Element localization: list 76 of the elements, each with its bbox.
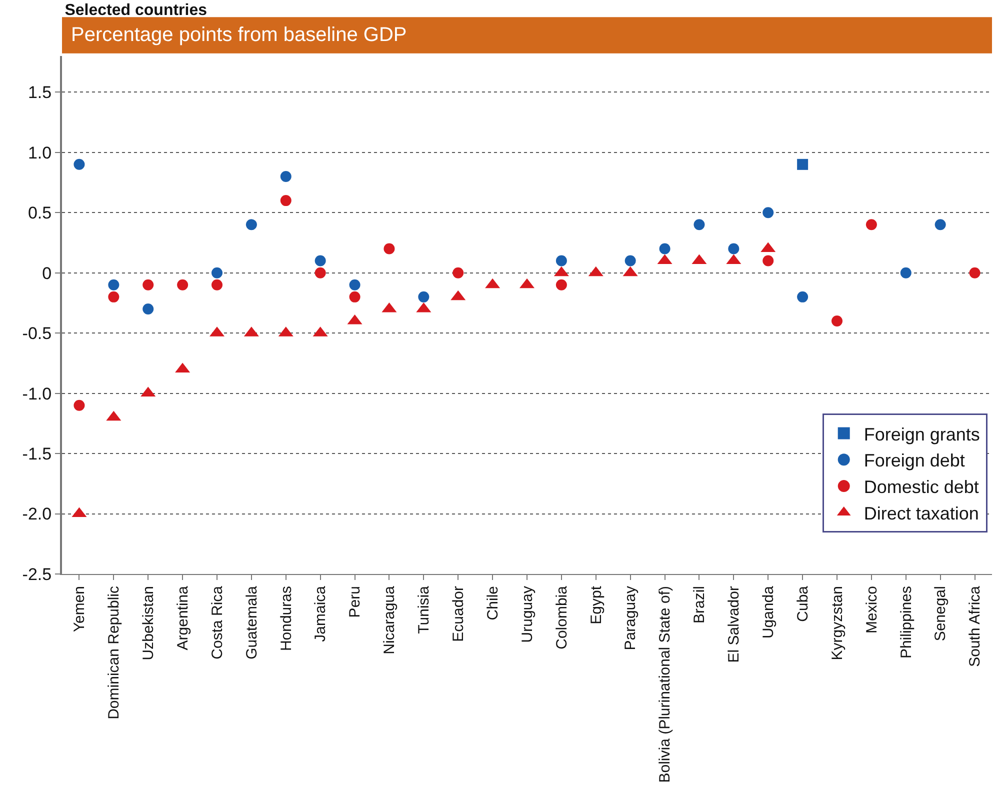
x-tick-label: Ecuador [450,586,467,642]
point [314,267,326,278]
point [556,255,567,266]
y-tick-label: 0.5 [28,204,52,223]
x-tick-label: El Salvador [726,586,743,663]
point [108,279,120,290]
y-tick-label: -2.0 [22,504,52,524]
x-tick-label: Costa Rica [208,585,226,660]
x-tick-label: Paraguay [622,586,640,650]
x-tick-label: Brazil [691,586,708,624]
x-tick-label: Peru [346,586,364,618]
point [212,279,222,290]
point [349,291,360,302]
point [659,243,670,254]
x-tick-label: Uzbekistan [140,586,157,660]
x-tick-label: Kyrgyzstan [828,586,846,660]
x-tick-label: Egypt [588,585,605,624]
x-tick-label: Philippines [898,586,915,659]
point [384,243,395,254]
point [280,170,292,182]
y-tick-label: -2.5 [22,564,52,584]
x-tick-label: Uruguay [518,586,536,643]
point [212,267,222,278]
x-tick-label: Guatemala [243,585,260,660]
point [797,291,808,302]
point [728,243,740,254]
y-tick-label: -1.0 [22,384,52,404]
y-tick-label: 0 [42,264,52,283]
y-tick-label: -1.5 [22,444,52,464]
x-tick-label: Dominican Republic [106,586,123,720]
point [74,158,85,170]
legend-label: Domestic debt [864,477,979,498]
point [762,255,774,266]
y-tick-label: -0.5 [22,324,52,344]
point [694,219,705,230]
point [142,279,154,290]
x-tick-label: Nicaragua [381,585,398,654]
point [934,219,946,230]
point [349,279,360,290]
x-tick-label: Colombia [553,585,570,650]
point [177,279,188,290]
point [866,219,877,230]
x-tick-label: Yemen [71,586,88,632]
point [832,316,842,327]
x-tick-label: Chile [484,586,502,620]
point [280,195,292,206]
point [74,400,85,411]
chart-title: Selected countries [64,2,208,20]
x-tick-label: Cuba [794,585,812,622]
point [624,255,636,266]
point [246,219,257,230]
legend-label: Foreign debt [864,450,965,471]
point [969,267,980,278]
point [797,158,808,170]
legend-label: Direct taxation [864,503,979,524]
x-tick-label: Bolivia (Plurinational State of) [656,586,674,783]
point [108,291,120,302]
point [314,255,326,266]
x-tick-label: Uganda [760,585,777,639]
x-tick-label: Argentina [174,585,192,650]
point [556,279,567,290]
chart-subtitle: Percentage points from baseline GDP [71,24,407,46]
x-tick-label: Mexico [863,586,880,634]
x-tick-label: Jamaica [312,585,330,642]
point [762,207,774,218]
x-tick-label: Tunisia [416,585,433,634]
point [452,267,464,278]
y-tick-label: 1.0 [28,143,52,162]
point [142,303,154,314]
y-tick-label: 1.5 [28,83,52,102]
point [900,267,912,278]
x-tick-label: South Africa [966,585,984,667]
point [418,291,430,302]
x-tick-label: Honduras [278,586,295,652]
x-tick-label: Senegal [932,586,950,642]
legend-label: Foreign grants [864,424,980,444]
